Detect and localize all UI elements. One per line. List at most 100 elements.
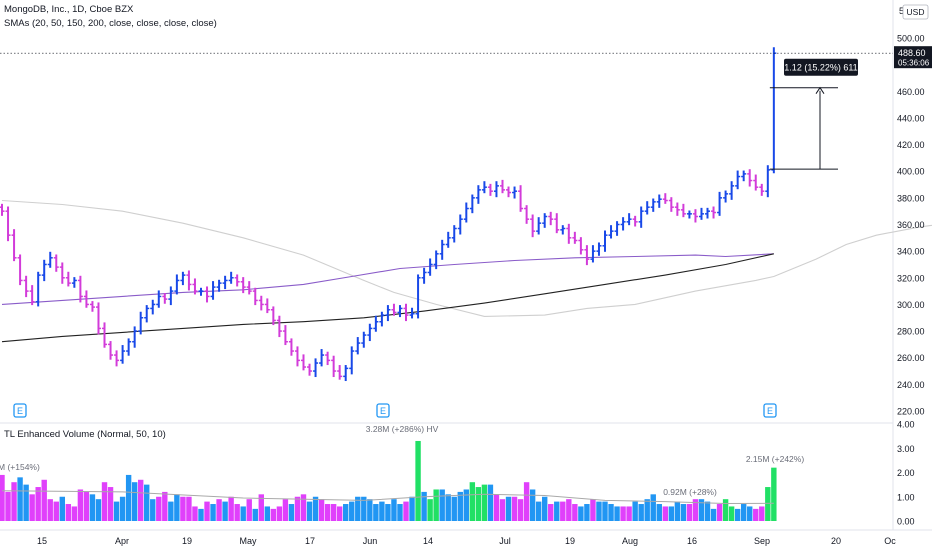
volume-bar <box>210 504 216 521</box>
volume-bar <box>596 501 602 521</box>
volume-bar <box>5 491 11 521</box>
price-bar <box>180 271 186 286</box>
price-bar <box>246 281 252 295</box>
volume-bar <box>361 496 367 521</box>
price-bar <box>674 202 680 216</box>
volume-bar <box>722 499 729 521</box>
price-tick-label: 400.00 <box>897 167 925 177</box>
price-bar <box>668 197 674 212</box>
price-bar <box>747 169 753 187</box>
volume-bar <box>222 501 228 521</box>
price-bar <box>644 201 650 215</box>
price-bar <box>120 345 126 364</box>
volume-bar <box>355 496 361 521</box>
symbol-title[interactable]: MongoDB, Inc., 1D, Cboe BZX <box>4 4 134 15</box>
price-bar <box>192 278 198 295</box>
volume-bar <box>65 504 72 521</box>
price-bar <box>638 206 644 228</box>
price-bar <box>530 214 536 238</box>
earnings-icon-letter: E <box>767 406 773 416</box>
volume-bar <box>662 506 668 521</box>
price-tick-label: 380.00 <box>897 193 925 203</box>
volume-bar <box>433 489 439 521</box>
measure-arrow-head <box>815 86 825 94</box>
volume-bar <box>150 499 156 521</box>
volume-bar <box>590 499 596 521</box>
time-tick-label: May <box>239 536 257 546</box>
volume-bar <box>294 496 301 521</box>
volume-bar <box>47 499 53 521</box>
price-bar <box>590 245 596 263</box>
price-bar <box>144 305 150 323</box>
price-bar <box>319 349 325 367</box>
volume-bar <box>481 484 488 521</box>
price-bar <box>512 186 518 199</box>
time-tick-label: 17 <box>305 536 315 546</box>
price-bar <box>524 205 530 224</box>
volume-bar <box>415 440 421 521</box>
price-tick-label: 320.00 <box>897 273 925 283</box>
volume-bar <box>535 501 542 521</box>
price-bar <box>114 350 120 367</box>
volume-bar <box>162 491 168 521</box>
price-bar <box>439 239 445 260</box>
sma-dark-line <box>1 253 774 343</box>
price-tick-label: 440.00 <box>897 113 925 123</box>
volume-bar <box>674 501 681 521</box>
price-bar <box>457 214 463 235</box>
time-tick-label: 19 <box>565 536 575 546</box>
volume-tick-label: 0.00 <box>897 517 915 527</box>
volume-bar <box>523 482 530 521</box>
volume-bar <box>258 494 264 521</box>
price-bar <box>536 217 542 235</box>
price-bar <box>47 251 53 268</box>
price-bar <box>560 225 566 235</box>
volume-bar <box>566 499 572 521</box>
price-bar <box>686 210 692 219</box>
sma-legend[interactable]: SMAs (20, 50, 150, 200, close, close, cl… <box>4 18 217 29</box>
price-bar <box>0 203 5 216</box>
volume-bar <box>41 479 47 521</box>
price-bar <box>83 290 89 308</box>
price-bar <box>403 303 409 322</box>
volume-bar <box>137 479 144 521</box>
price-bar <box>240 277 246 294</box>
price-bar <box>252 287 258 306</box>
volume-bar <box>119 496 126 521</box>
volume-bar <box>554 501 560 521</box>
volume-bar <box>427 499 433 521</box>
volume-bar <box>17 477 23 521</box>
price-bar <box>222 275 228 290</box>
volume-bar <box>156 496 162 521</box>
earnings-icon <box>376 403 390 418</box>
price-bar <box>89 301 95 312</box>
time-tick-label: Sep <box>754 536 770 546</box>
volume-bar <box>397 504 403 521</box>
volume-legend[interactable]: TL Enhanced Volume (Normal, 50, 10) <box>4 429 166 440</box>
price-bar <box>174 274 180 295</box>
price-tick-label: 260.00 <box>897 353 925 363</box>
price-bar <box>656 194 662 208</box>
price-bar <box>698 207 704 220</box>
volume-bar <box>614 506 620 521</box>
earnings-icon-letter: E <box>17 406 23 416</box>
price-bar <box>228 271 234 284</box>
price-bar <box>216 279 222 292</box>
volume-bar <box>578 506 584 521</box>
volume-bar <box>517 499 524 521</box>
measure-label-box <box>784 58 858 76</box>
volume-bar <box>759 506 765 521</box>
price-bar <box>198 287 204 296</box>
volume-bar <box>330 504 337 521</box>
volume-bar <box>753 508 759 521</box>
volume-bar <box>632 501 638 521</box>
axes: 500.00480.00460.00440.00420.00400.00380.… <box>0 4 932 546</box>
price-bar <box>307 363 313 376</box>
price-bar <box>662 193 668 204</box>
volume-bar <box>499 499 506 521</box>
price-bar <box>337 365 343 380</box>
volume-bar <box>144 484 150 521</box>
volume-bar <box>276 506 283 521</box>
earnings-icon-letter: E <box>380 406 386 416</box>
time-tick-label: Apr <box>115 536 129 546</box>
